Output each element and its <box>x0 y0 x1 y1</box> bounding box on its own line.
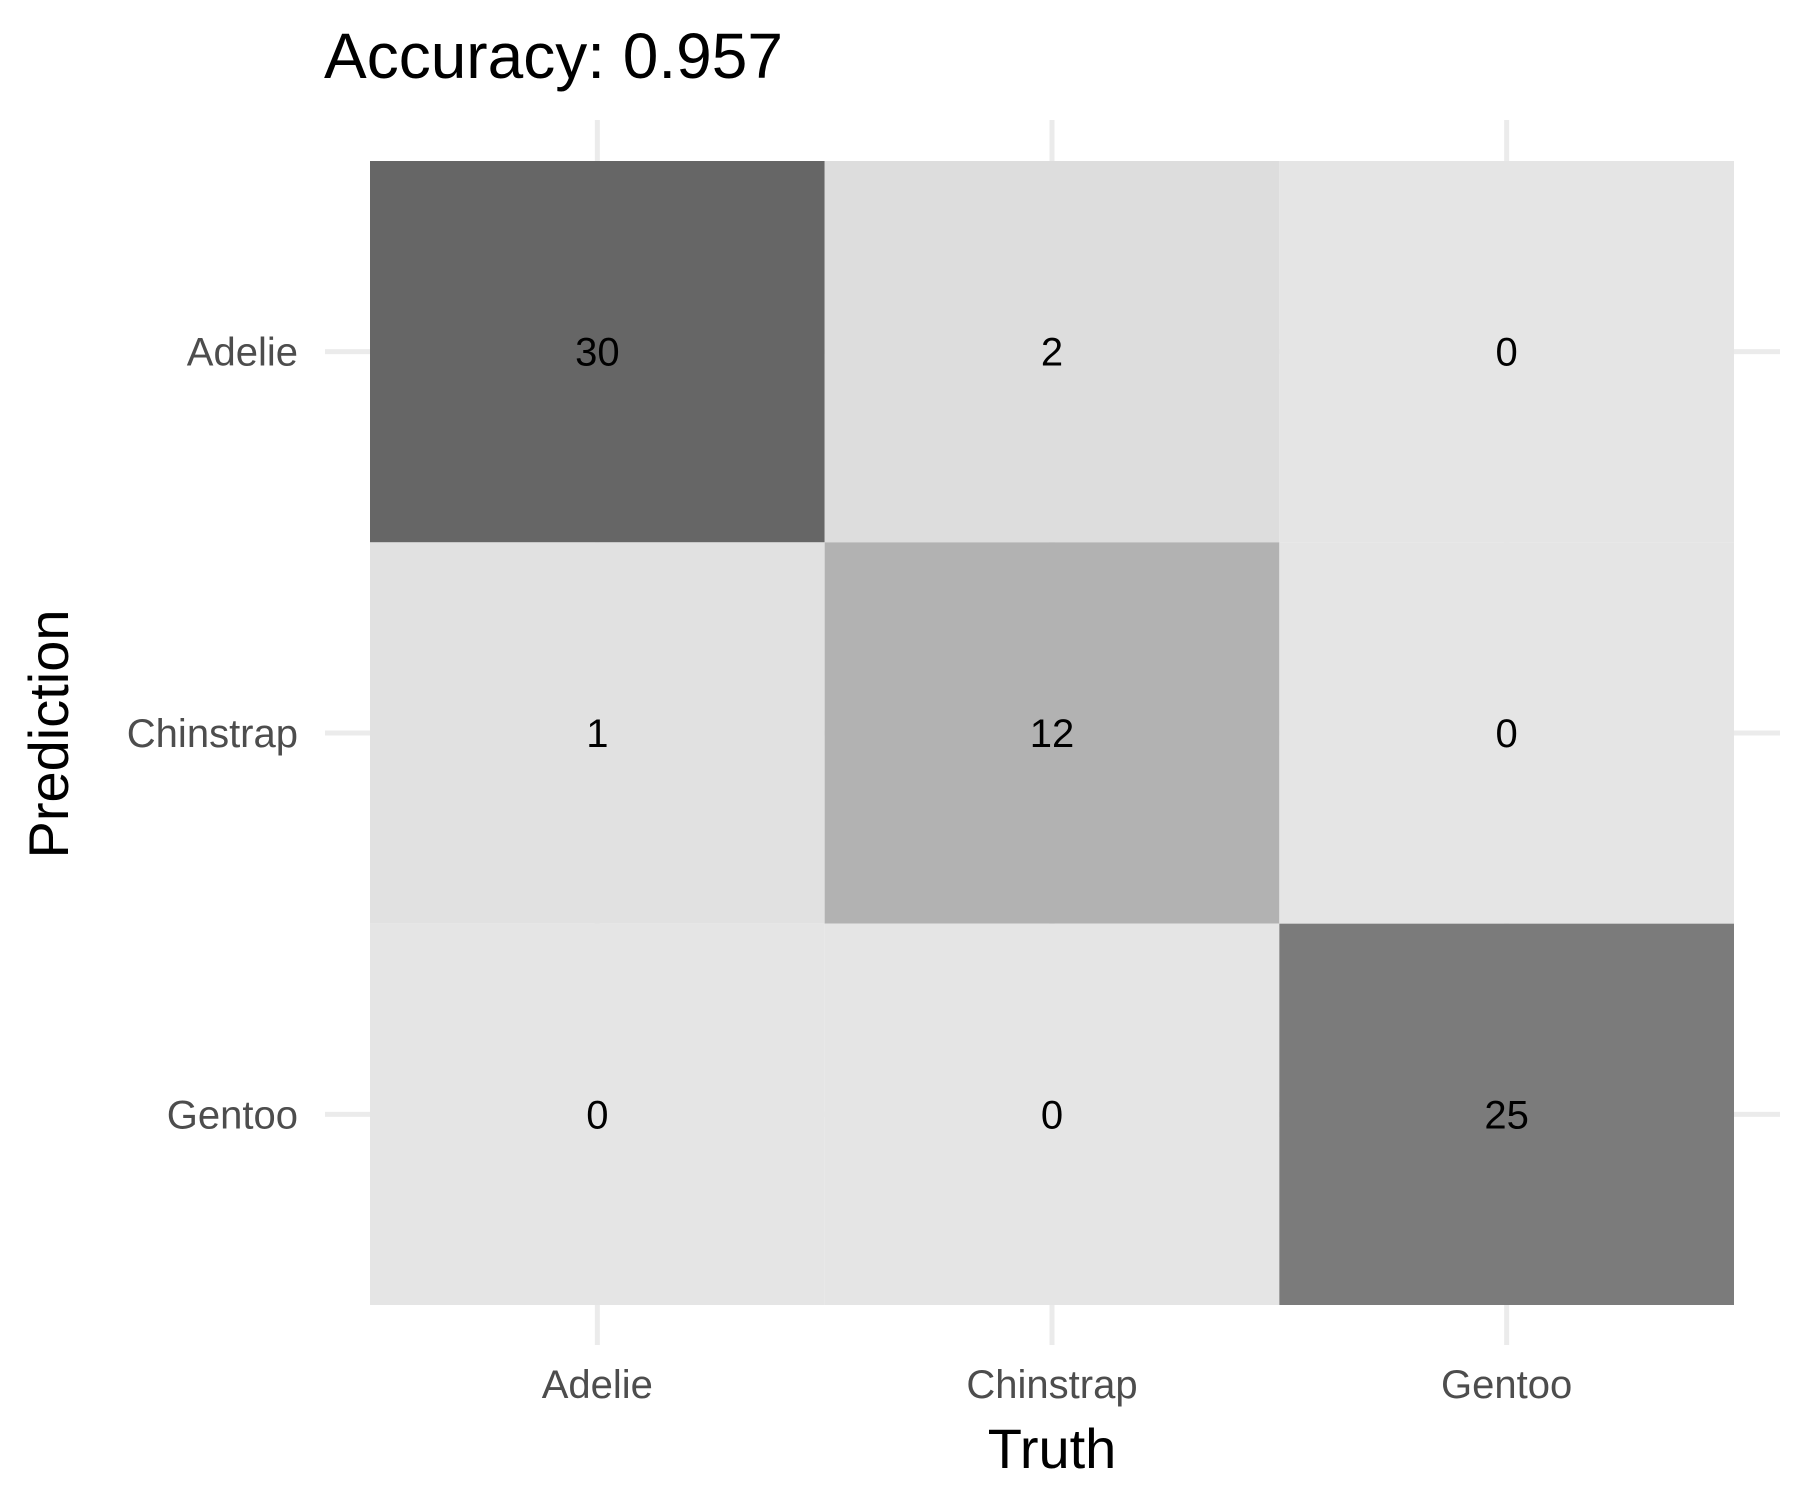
cell-value-label: 2 <box>1041 331 1063 375</box>
heatmap-cell <box>824 161 1280 543</box>
heatmap-cell <box>370 542 825 924</box>
cell-value-label: 25 <box>1484 1093 1529 1137</box>
cell-value-label: 30 <box>575 331 620 375</box>
x-tick-label: Adelie <box>542 1363 653 1407</box>
y-tick-label: Gentoo <box>167 1093 298 1137</box>
heatmap-cells <box>370 161 1734 1305</box>
cell-value-label: 0 <box>586 1093 608 1137</box>
cell-value-labels: 30 2 0 1 12 0 0 0 25 <box>575 331 1529 1138</box>
y-tick-label: Adelie <box>187 331 298 375</box>
cell-value-label: 1 <box>586 712 608 756</box>
heatmap-cell <box>370 923 825 1305</box>
heatmap-cell <box>824 542 1280 924</box>
cell-value-label: 12 <box>1030 712 1075 756</box>
cell-value-label: 0 <box>1496 712 1518 756</box>
x-tick-label: Chinstrap <box>966 1363 1137 1407</box>
axis-tick-labels: Adelie Chinstrap Gentoo Adelie Chinstrap Gent… <box>127 331 1572 1407</box>
chart-title: Accuracy: 0.957 <box>324 20 783 92</box>
heatmap-cell <box>370 161 825 543</box>
heatmap-cell <box>1279 923 1734 1305</box>
x-tick-label: Gentoo <box>1441 1363 1572 1407</box>
cell-value-label: 0 <box>1041 1093 1063 1137</box>
heatmap-cell <box>824 923 1280 1305</box>
heatmap-cell <box>1279 542 1734 924</box>
y-axis-title: Prediction <box>17 609 80 858</box>
x-axis-title: Truth <box>988 1417 1117 1480</box>
heatmap-cell <box>1279 161 1734 543</box>
cell-value-label: 0 <box>1496 331 1518 375</box>
y-tick-label: Chinstrap <box>127 712 298 756</box>
